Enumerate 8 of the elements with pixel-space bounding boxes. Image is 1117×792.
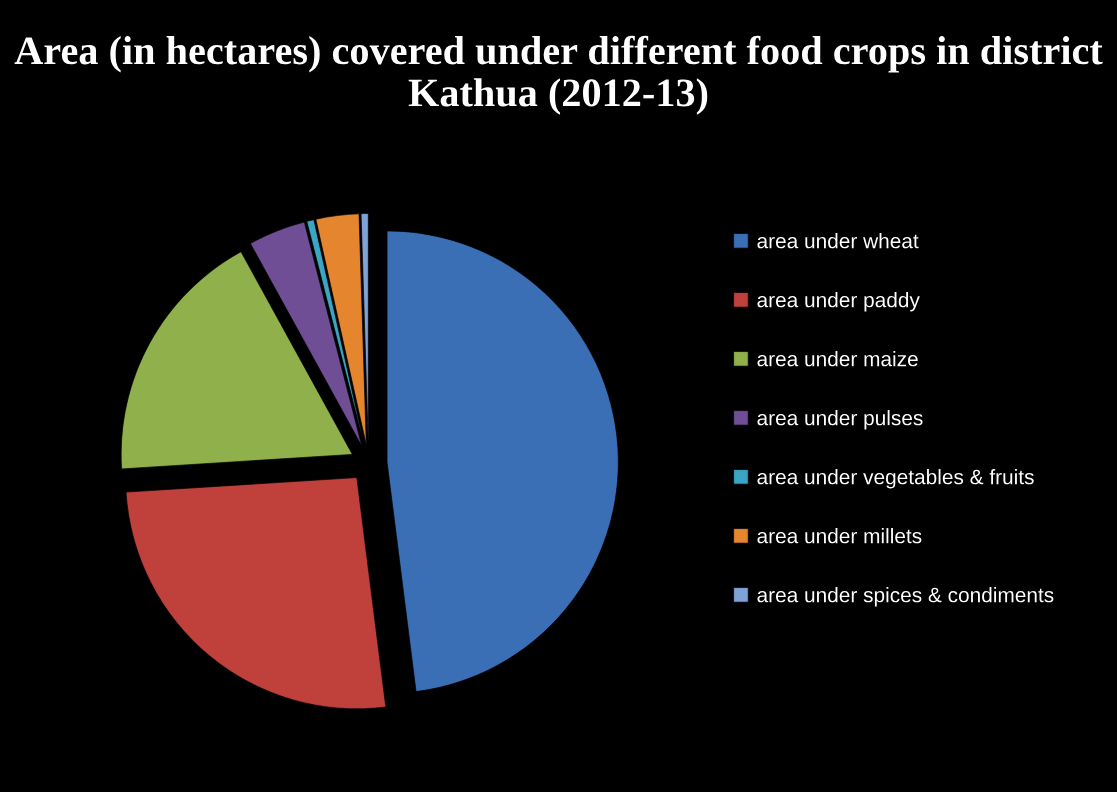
chart-title: Area (in hectares) covered under different food crops in district Kathua (2012-13) bbox=[14, 35, 1103, 115]
legend-label: area under wheat bbox=[757, 233, 919, 249]
legend-label: area under spices & condiments bbox=[757, 587, 1054, 607]
legend-label: area under paddy bbox=[757, 292, 920, 312]
legend-label: area under millets bbox=[757, 528, 922, 544]
legend-label: area under pulses bbox=[757, 410, 923, 430]
legend-label: area under vegetables & fruits bbox=[757, 469, 1034, 489]
legend-label: area under maize bbox=[757, 351, 918, 367]
